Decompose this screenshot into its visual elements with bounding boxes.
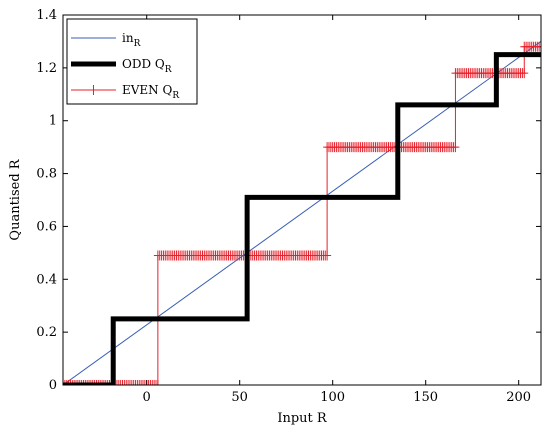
y-tick-label: 0.6 xyxy=(36,219,57,234)
series-group xyxy=(63,41,541,385)
legend-sub-odd: R xyxy=(165,65,172,75)
series-line-0 xyxy=(63,41,541,385)
x-axis-title: Input R xyxy=(277,411,328,426)
y-tick-label: 1.2 xyxy=(36,61,57,76)
y-tick-label: 0 xyxy=(49,378,57,393)
y-axis-title: Quantised R xyxy=(8,158,23,240)
series-markers-2 xyxy=(63,41,541,385)
legend-entry-even: EVEN QR xyxy=(122,83,179,101)
axis-ticks: 0 50 100 150 200 0 0.2 0.4 0.6 0.8 1 1.2 1.4 xyxy=(36,8,541,405)
plot-area xyxy=(63,41,541,385)
x-tick-label: 50 xyxy=(231,390,248,405)
x-tick-label: 0 xyxy=(143,390,151,405)
legend-sub-even: R xyxy=(172,91,179,101)
legend: inR ODD QR EVEN QR xyxy=(66,18,198,105)
x-tick-label: 150 xyxy=(413,390,438,405)
series-line-1 xyxy=(63,52,541,385)
legend-entry-odd: ODD QR xyxy=(122,57,172,75)
legend-sub-in: R xyxy=(134,39,141,49)
legend-name-in: in xyxy=(122,31,134,45)
y-tick-label: 1.4 xyxy=(36,8,57,23)
y-tick-label: 0.4 xyxy=(36,272,57,287)
y-tick-label: 1 xyxy=(49,114,57,129)
legend-entry-in: inR xyxy=(122,31,141,49)
legend-name-odd: ODD Q xyxy=(122,57,165,71)
legend-name-even: EVEN Q xyxy=(122,83,173,97)
axes-frame xyxy=(62,14,542,386)
y-tick-label: 0.2 xyxy=(36,325,57,340)
x-tick-label: 100 xyxy=(320,390,345,405)
y-tick-label: 0.8 xyxy=(36,167,57,182)
x-tick-label: 200 xyxy=(506,390,531,405)
